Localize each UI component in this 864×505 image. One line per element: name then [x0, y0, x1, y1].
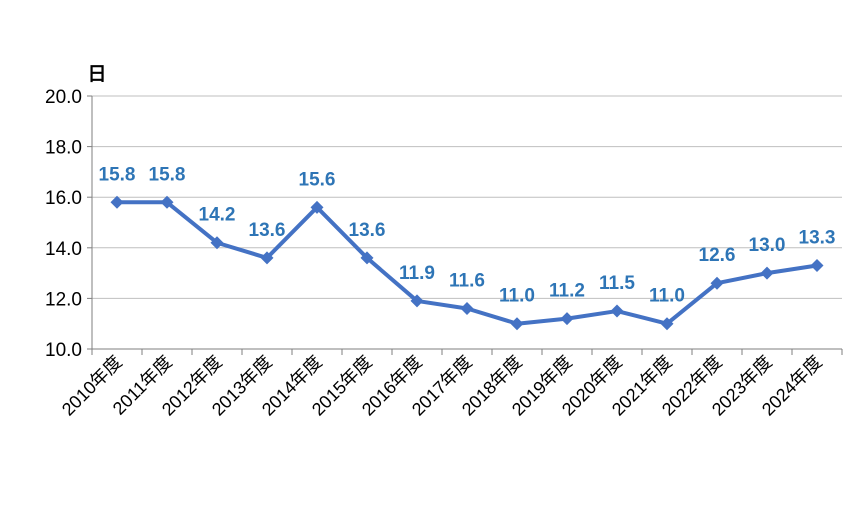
y-tick-label: 18.0	[45, 138, 82, 159]
data-point-marker	[360, 251, 374, 265]
data-label: 12.6	[699, 245, 736, 266]
data-label: 13.6	[249, 220, 286, 241]
data-label: 15.8	[99, 164, 136, 185]
data-label: 11.0	[649, 286, 685, 307]
data-point-marker	[510, 317, 524, 331]
data-label: 13.6	[349, 220, 386, 241]
data-label: 11.0	[499, 286, 535, 307]
data-point-marker	[810, 259, 824, 273]
data-point-marker	[210, 236, 224, 250]
y-tick-label: 20.0	[45, 87, 82, 108]
data-label: 11.5	[599, 273, 635, 294]
y-unit-label: 日	[87, 64, 106, 85]
data-point-marker	[660, 317, 674, 331]
data-point-marker	[310, 200, 324, 214]
y-tick-label: 12.0	[45, 289, 82, 310]
data-point-marker	[460, 302, 474, 316]
data-labels: 15.8 15.8 14.2 13.6 15.6 13.6 11.9 11.6 11.0 11.2…	[99, 164, 836, 306]
data-point-marker	[160, 195, 174, 209]
y-tick-label: 16.0	[45, 188, 82, 209]
data-label: 11.9	[399, 263, 435, 284]
data-point-marker	[610, 304, 624, 318]
data-point-marker	[260, 251, 274, 265]
y-tick-label: 10.0	[45, 340, 82, 361]
data-point-marker	[710, 276, 724, 290]
data-label: 14.2	[199, 205, 236, 226]
data-point-marker	[410, 294, 424, 308]
series-layer	[110, 195, 824, 331]
y-tick-label: 14.0	[45, 239, 82, 260]
data-label: 15.8	[149, 164, 186, 185]
data-label: 11.6	[449, 271, 485, 292]
data-point-marker	[560, 312, 574, 326]
data-label: 11.2	[549, 281, 585, 302]
data-point-marker	[110, 195, 124, 209]
gridlines	[92, 95, 842, 299]
data-label: 13.0	[749, 235, 786, 256]
data-label: 13.3	[799, 228, 836, 249]
data-point-marker	[760, 266, 774, 280]
data-label: 15.6	[299, 169, 336, 190]
